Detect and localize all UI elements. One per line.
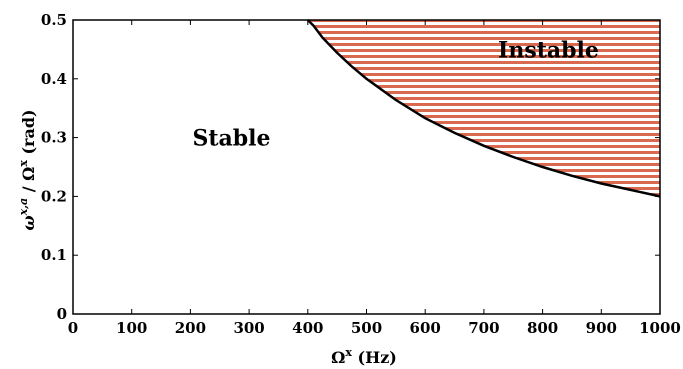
y-axis-label: ωx,a / Ωx (rad) xyxy=(17,109,38,230)
stability-boundary-line xyxy=(306,19,661,198)
x-tick-label: 500 xyxy=(351,319,382,337)
x-tick-label: 700 xyxy=(468,319,499,337)
y-tick-label: 0.1 xyxy=(41,246,67,264)
x-tick-label: 300 xyxy=(233,319,264,337)
x-tick-label: 100 xyxy=(116,319,147,337)
x-tick-label: 800 xyxy=(527,319,558,337)
x-tick-label: 900 xyxy=(586,319,617,337)
x-tick-label: 400 xyxy=(292,319,323,337)
x-tick-label: 0 xyxy=(68,319,78,337)
instable-region-area xyxy=(307,20,660,197)
y-tick-label: 0 xyxy=(57,305,67,323)
x-tick-label: 1000 xyxy=(639,319,681,337)
x-tick-label: 200 xyxy=(175,319,206,337)
y-axis-ticks: 0 0.1 0.2 0.3 0.4 0.5 xyxy=(41,11,660,323)
y-tick-label: 0.4 xyxy=(41,70,67,88)
y-tick-label: 0.3 xyxy=(41,129,67,147)
y-tick-label: 0.2 xyxy=(41,187,67,205)
region-label-instable: Instable xyxy=(498,37,599,63)
region-label-stable: Stable xyxy=(192,126,270,152)
y-tick-label: 0.5 xyxy=(41,11,67,29)
x-axis-ticks: 0 100 200 300 400 500 600 700 800 900 1000 xyxy=(68,20,681,337)
x-axis-label: Ωx (Hz) xyxy=(331,346,397,367)
x-tick-label: 600 xyxy=(410,319,441,337)
